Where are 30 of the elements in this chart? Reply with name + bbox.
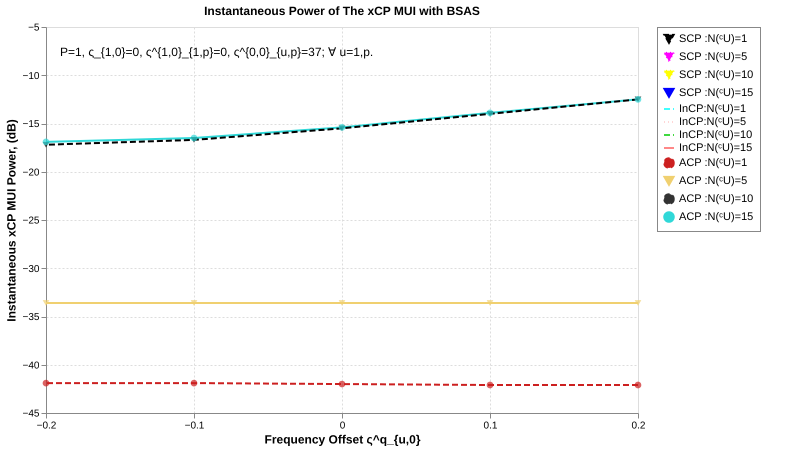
legend-label: ACP :N(ᶜU)=5 [679,175,748,187]
legend-label: InCP:N(ᶜU)=10 [679,129,752,141]
legend-label: ACP :N(ᶜU)=10 [679,193,754,205]
y-tick-label: −10 [22,70,40,82]
y-tick-label: −25 [22,216,40,226]
x-tick-label: 0.1 [484,420,498,432]
y-tick-label: −15 [22,119,40,130]
x-tick-label: 0.2 [632,420,646,432]
legend-label: InCP:N(ᶜU)=15 [679,142,752,154]
legend-label: SCP :N(ᶜU)=5 [679,51,748,63]
legend-label: ACP :N(ᶜU)=15 [679,211,754,223]
x-tick-label: −0.2 [36,420,57,432]
y-tick-label: −40 [22,360,40,372]
y-tick-label: −35 [22,312,40,323]
x-tick-label: −0.1 [184,420,205,432]
annotation: P=1, ς_{1,0}=0, ς^{1,0}_{1,p}=0, ς^{0,0}_{u,p}=37; ∀ u=1,p. [60,45,374,59]
x-axis-title: Frequency Offset ς^q_{u,0} [264,432,421,446]
y-tick-label: −5 [28,22,40,34]
legend-label: SCP :N(ᶜU)=10 [679,69,754,81]
y-tick-label: −30 [22,264,40,275]
y-tick-label: −45 [22,408,40,420]
legend-label: InCP:N(ᶜU)=5 [679,116,746,128]
legend-label: ACP :N(ᶜU)=1 [679,157,748,169]
y-tick-label: −20 [22,167,40,178]
y-axis-title: Instantaneous xCP MUI Power, (dB) [4,119,19,322]
legend-label: SCP :N(ᶜU)=1 [679,33,748,45]
legend-label: InCP:N(ᶜU)=1 [679,103,746,115]
legend-label: SCP :N(ᶜU)=15 [679,87,754,99]
x-tick-label: 0 [340,420,346,432]
chart-title: Instantaneous Power of The xCP MUI with BSAS [204,4,480,18]
